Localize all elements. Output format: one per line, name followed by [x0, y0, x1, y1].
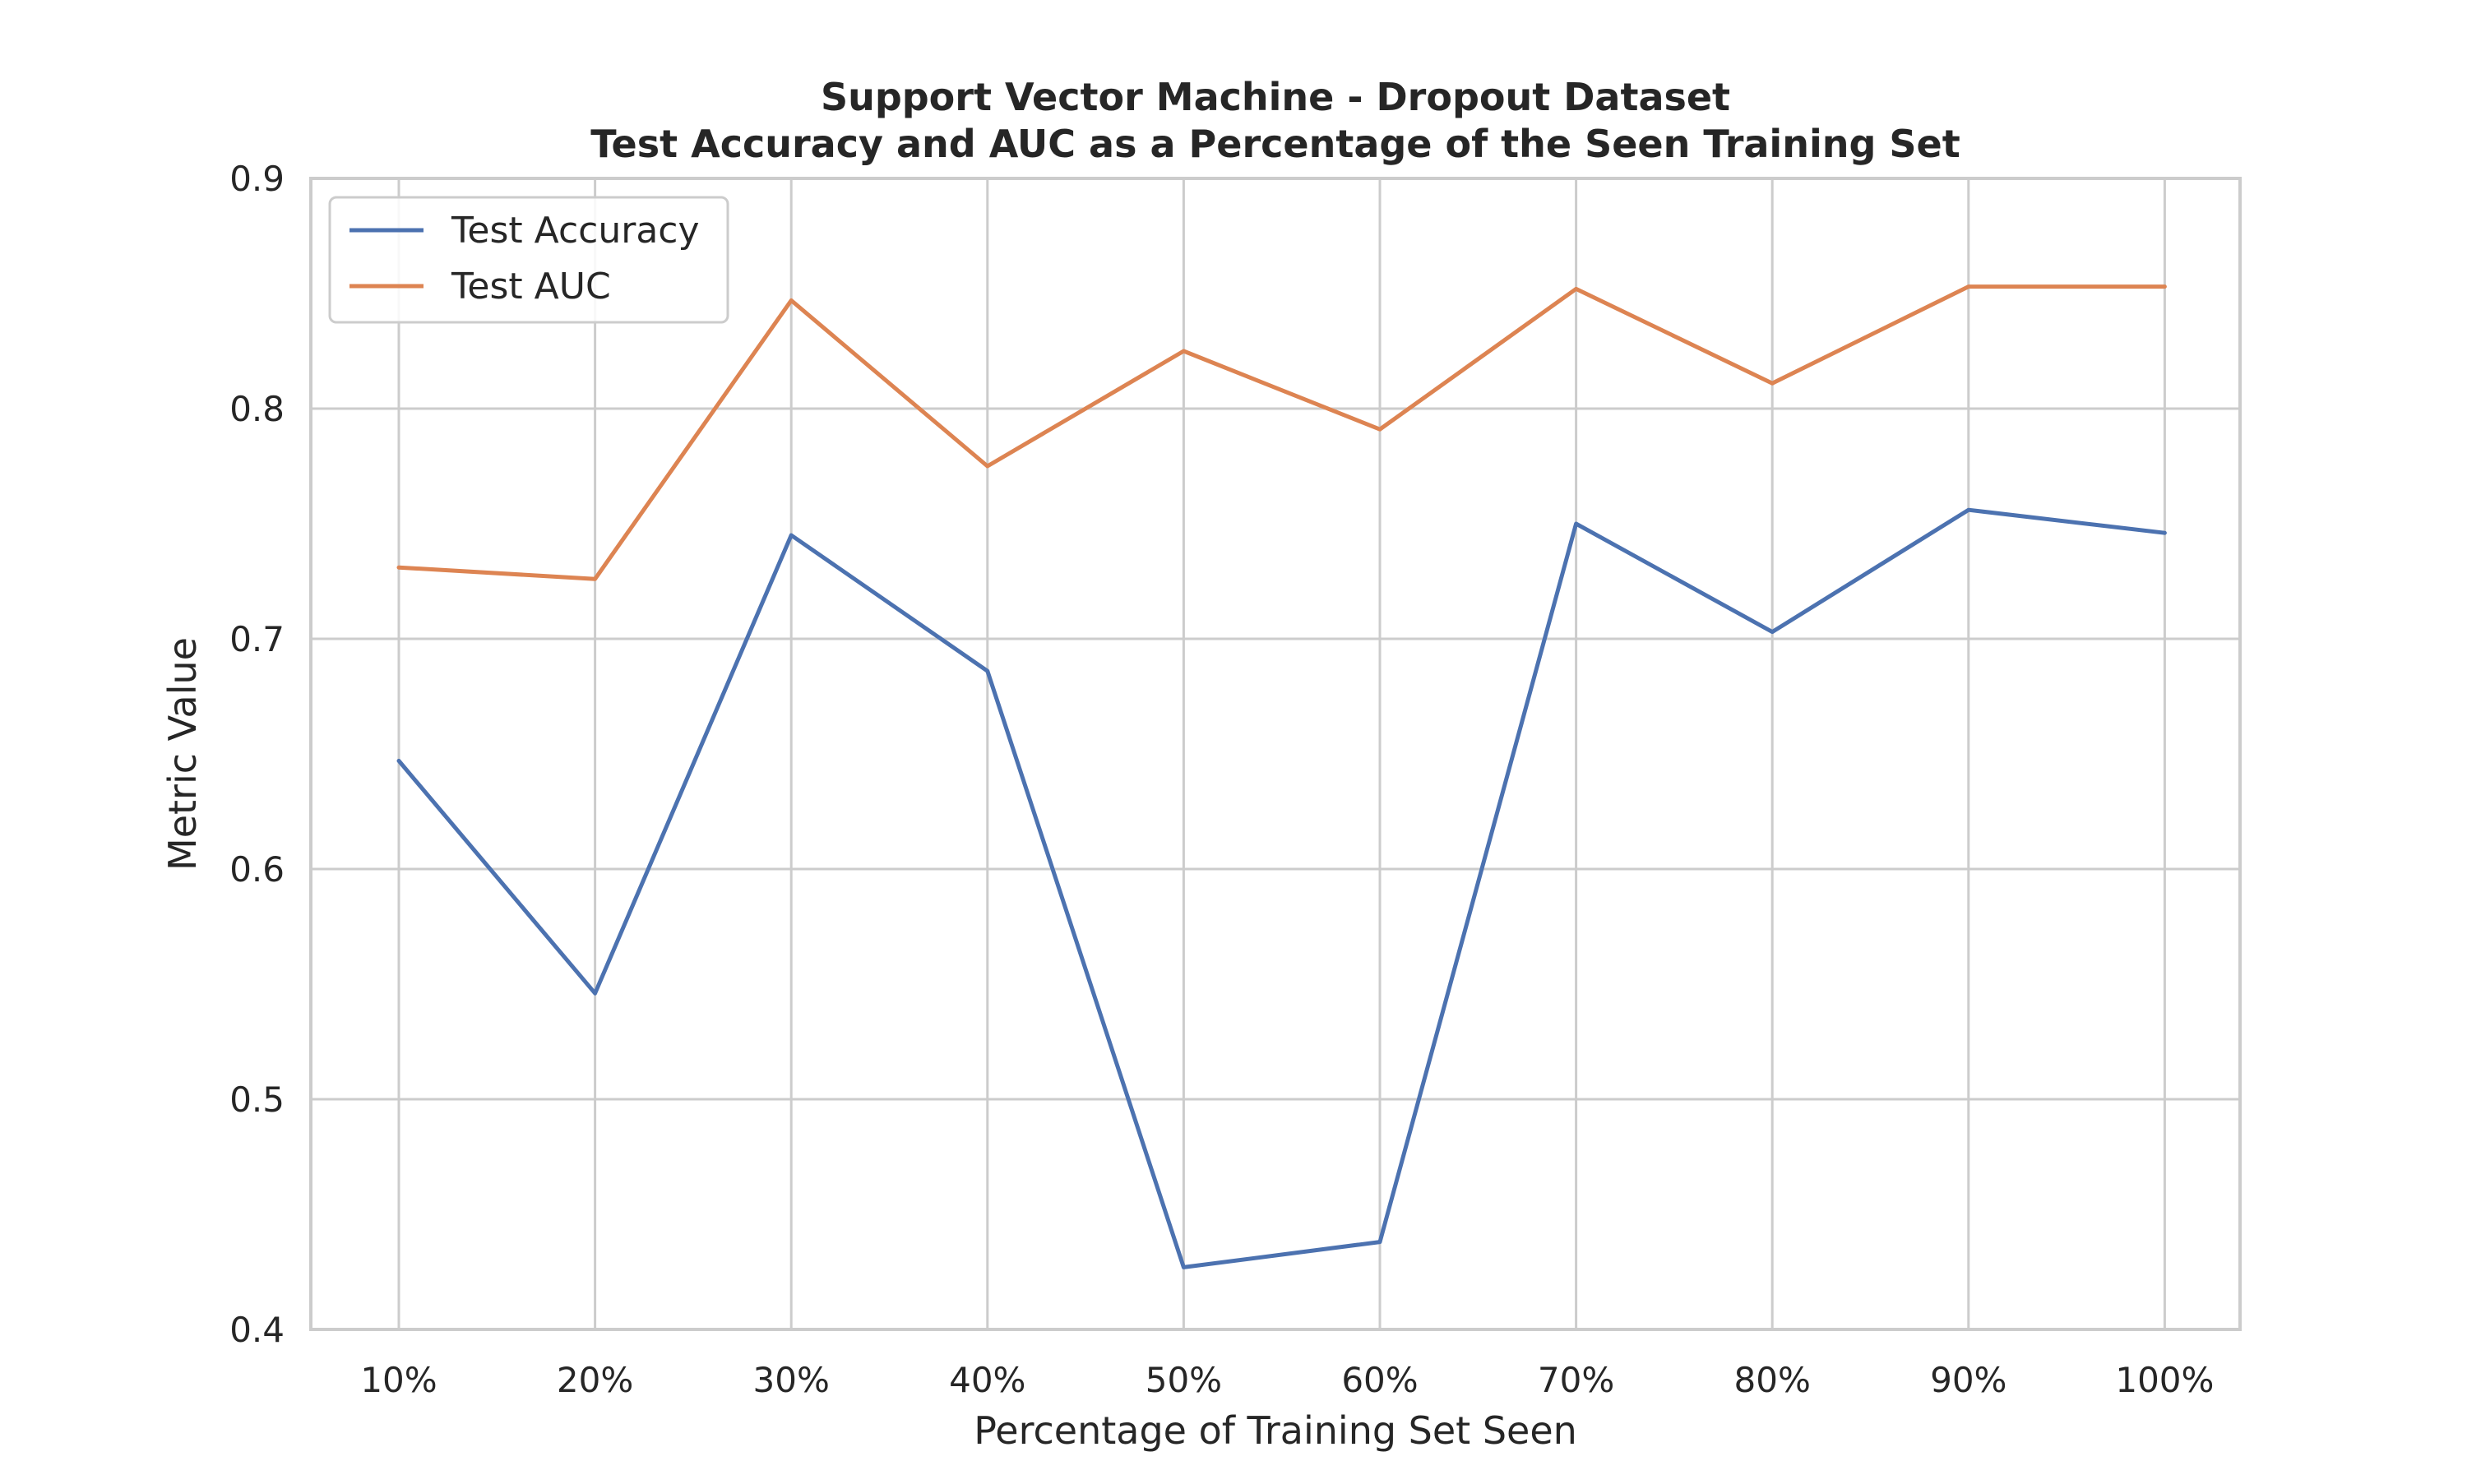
x-tick-label: 50%: [1146, 1360, 1222, 1400]
chart-subtitle: Test Accuracy and AUC as a Percentage of…: [590, 122, 1960, 166]
x-tick-label: 60%: [1341, 1360, 1418, 1400]
series-line-test-auc: [396, 284, 2167, 581]
series-lines: [396, 284, 2167, 1269]
x-tick-label: 30%: [753, 1360, 830, 1400]
series-line-test-accuracy: [396, 507, 2167, 1269]
y-tick-label: 0.7: [229, 619, 285, 659]
y-tick-label: 0.9: [229, 159, 285, 199]
plot-frame: [309, 177, 2242, 1331]
legend-box: [328, 196, 729, 324]
y-tick-labels: 0.4 0.5 0.6 0.7 0.8 0.9: [229, 159, 285, 1350]
legend: Test Accuracy Test AUC: [328, 196, 729, 324]
x-axis-label: Percentage of Training Set Seen: [974, 1408, 1577, 1453]
x-tick-label: 40%: [949, 1360, 1025, 1400]
x-tick-label: 70%: [1538, 1360, 1614, 1400]
y-tick-label: 0.5: [229, 1079, 285, 1120]
y-tick-label: 0.8: [229, 389, 285, 429]
legend-label-test-accuracy: Test Accuracy: [451, 210, 700, 252]
x-tick-label: 20%: [557, 1360, 633, 1400]
legend-label-test-auc: Test AUC: [451, 266, 611, 307]
x-tick-label: 100%: [2115, 1360, 2214, 1400]
y-axis-label: Metric Value: [160, 637, 205, 871]
y-tick-label: 0.6: [229, 849, 285, 890]
y-tick-label: 0.4: [229, 1310, 285, 1350]
x-tick-labels: 10% 20% 30% 40% 50% 60% 70% 80% 90% 100%: [360, 1360, 2214, 1400]
x-tick-label: 80%: [1734, 1360, 1811, 1400]
chart-title: Support Vector Machine - Dropout Dataset: [821, 75, 1730, 119]
x-tick-label: 10%: [360, 1360, 437, 1400]
x-tick-label: 90%: [1930, 1360, 2006, 1400]
